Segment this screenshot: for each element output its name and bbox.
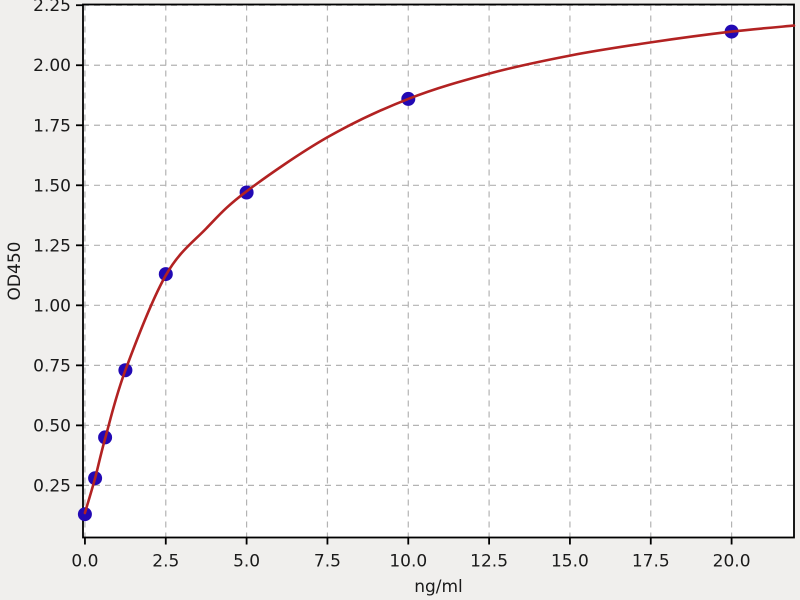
tick-marks [76, 4, 733, 545]
tick-labels: 0.0 2.5 5.0 7.5 10.0 12.5 15.0 17.5 20.0 0.25 0.50… [33, 0, 751, 572]
plot-area [83, 4, 794, 538]
x-tick-label: 7.5 [314, 552, 341, 572]
y-tick-label: 1.25 [33, 236, 71, 256]
x-tick-label: 15.0 [551, 552, 589, 572]
x-axis-label: ng/ml [414, 577, 463, 597]
y-tick-label: 1.50 [33, 176, 71, 196]
x-tick-label: 12.5 [470, 552, 508, 572]
y-axis-label: OD450 [5, 242, 25, 301]
y-tick-label: 2.00 [33, 56, 71, 76]
x-tick-label: 2.5 [152, 552, 179, 572]
x-tick-label: 10.0 [389, 552, 427, 572]
x-tick-label: 0.0 [71, 552, 98, 572]
x-tick-label: 5.0 [233, 552, 260, 572]
y-tick-label: 2.25 [33, 0, 71, 16]
y-tick-label: 1.75 [33, 116, 71, 136]
axes-spines [82, 3, 795, 539]
4pl-fit-curve [83, 24, 796, 515]
y-tick-label: 0.50 [33, 416, 71, 436]
y-tick-label: 0.25 [33, 476, 71, 496]
x-tick-label: 17.5 [632, 552, 670, 572]
x-tick-label: 20.0 [713, 552, 751, 572]
y-tick-label: 1.00 [33, 296, 71, 316]
y-tick-label: 0.75 [33, 356, 71, 376]
